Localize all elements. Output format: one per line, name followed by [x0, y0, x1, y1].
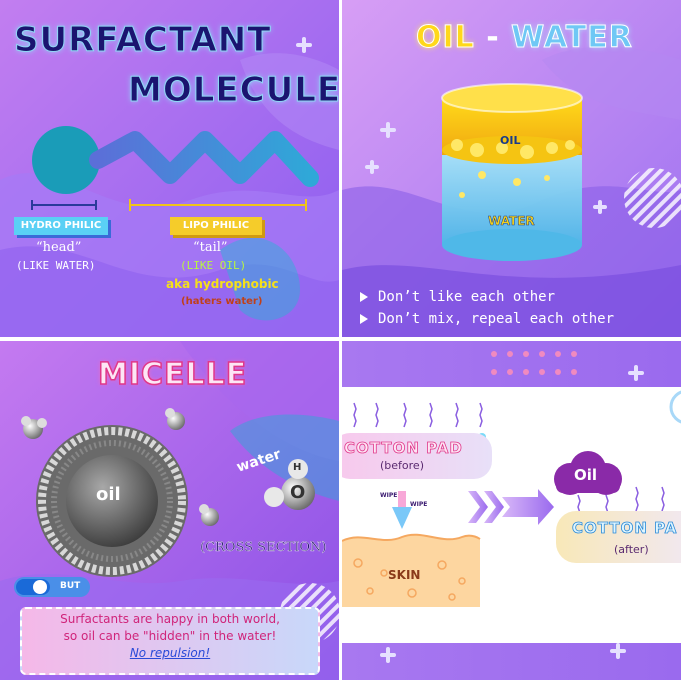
micelle-illustration	[36, 425, 188, 577]
stripe-circle-decoration	[624, 168, 681, 228]
title-water: WATER	[511, 20, 633, 56]
panel-surfactant-molecule: SURFACTANT MOLECULE HYDRO PHILIC “head” …	[0, 0, 339, 337]
hydrophilic-label: HYDRO PHILIC	[14, 217, 108, 235]
oil-cloud-label: Oil	[574, 466, 598, 484]
wipe-arrow-icon	[392, 507, 412, 529]
panel1-background	[0, 0, 339, 337]
aka-hydrophobic-text: aka hydrophobic	[166, 277, 279, 291]
cotton-pad-after	[556, 511, 681, 563]
oil-layer-label: OIL	[500, 134, 521, 147]
toggle-label: BUT	[60, 581, 81, 591]
title-oil: OIL	[416, 20, 475, 56]
title-dash: -	[486, 20, 500, 55]
title-oil-water: OIL - WATER	[416, 20, 633, 56]
skin-illustration	[342, 533, 481, 607]
panel-oil-water: OIL - WATER OIL WATER Don’t like each ot…	[342, 0, 681, 337]
beaker-illustration	[441, 83, 583, 261]
skin-label: SKIN	[388, 568, 421, 582]
dot-grid-decoration	[491, 351, 577, 375]
like-oil-text: (LIKE OIL)	[180, 259, 247, 272]
oil-cloud-icon	[554, 451, 622, 495]
panel2-background	[342, 0, 681, 337]
tail-text: “tail”	[193, 240, 228, 255]
h-atom-label: H	[293, 462, 302, 473]
o-atom-label: O	[290, 482, 306, 503]
water-layer-label: WATER	[488, 214, 535, 229]
title-micelle: MICELLE	[97, 356, 248, 393]
message-line1: Surfactants are happy in both world,	[60, 612, 280, 626]
like-water-text: (LIKE WATER)	[16, 259, 96, 272]
wipe-label-2: WIPE	[410, 501, 428, 508]
micelle-oil-label: oil	[96, 484, 121, 505]
cotton-pad-after-label: COTTON PA	[572, 519, 678, 538]
before-label: (before)	[380, 459, 424, 472]
head-text: “head”	[36, 240, 82, 255]
sparkle-icon	[380, 365, 644, 663]
title-surfactant: SURFACTANT	[13, 20, 272, 61]
toggle-knob	[33, 580, 47, 594]
haters-water-text: (haters water)	[181, 296, 263, 307]
message-box: Surfactants are happy in both world, so …	[20, 607, 320, 675]
bullet-arrow-icon	[360, 314, 368, 324]
panel-cotton-pad: COTTON PAD (before) WIPE WIPE SKIN Oil C…	[342, 341, 681, 680]
cotton-pad-before-label: COTTON PAD	[344, 439, 463, 458]
chevron-arrow-icon	[468, 489, 554, 525]
molecule-tail	[89, 131, 319, 187]
wipe-label-1: WIPE	[380, 492, 398, 499]
but-toggle-switch[interactable]: BUT	[14, 577, 90, 597]
panel4-background	[342, 341, 681, 680]
lipophilic-label: LIPO PHILIC	[170, 217, 262, 235]
bullet-dont-mix: Don’t mix, repeal each other	[378, 311, 615, 327]
sparkle-icon	[365, 122, 607, 214]
title-molecule: MOLECULE	[127, 70, 339, 111]
after-label: (after)	[614, 543, 649, 556]
bullet-dont-like: Don’t like each other	[378, 289, 556, 305]
message-line2: so oil can be "hidden" in the water!	[63, 629, 277, 643]
sparkle-icon	[296, 37, 312, 53]
surfactant-squiggles	[353, 402, 483, 428]
bullet-arrow-icon	[360, 292, 368, 302]
molecule-head-circle	[32, 126, 100, 194]
cross-section-label: (CROSS SECTION)	[200, 540, 327, 555]
cotton-pad-before	[342, 433, 492, 479]
water-molecule-icon	[21, 408, 315, 526]
message-line3: No repulsion!	[129, 646, 211, 660]
panel-micelle: MICELLE oil water H O (CROSS SECTION) BU…	[0, 341, 339, 680]
